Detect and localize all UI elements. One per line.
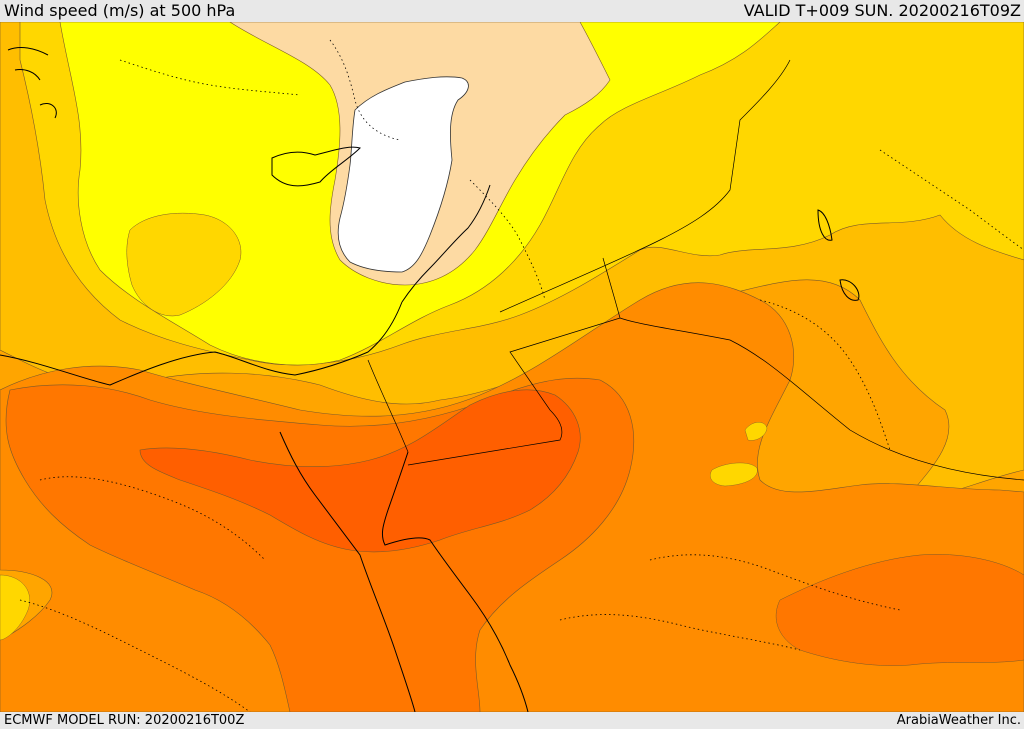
valid-time-label: VALID T+009 SUN. 20200216T09Z <box>743 1 1021 20</box>
borders <box>367 59 1024 481</box>
coastlines <box>0 47 860 712</box>
model-run-label: ECMWF MODEL RUN: 20200216T00Z <box>4 713 245 728</box>
province-borders <box>19 39 1024 712</box>
band-lightest <box>337 76 469 273</box>
wind-speed-map[interactable] <box>0 22 1024 712</box>
band-red-orange <box>139 389 581 553</box>
footer-bar: ECMWF MODEL RUN: 20200216T00Z ArabiaWeat… <box>0 712 1024 729</box>
header-bar: Wind speed (m/s) at 500 hPa VALID T+009 … <box>0 0 1024 22</box>
credit-label: ArabiaWeather Inc. <box>896 713 1021 728</box>
map-title: Wind speed (m/s) at 500 hPa <box>4 1 236 20</box>
